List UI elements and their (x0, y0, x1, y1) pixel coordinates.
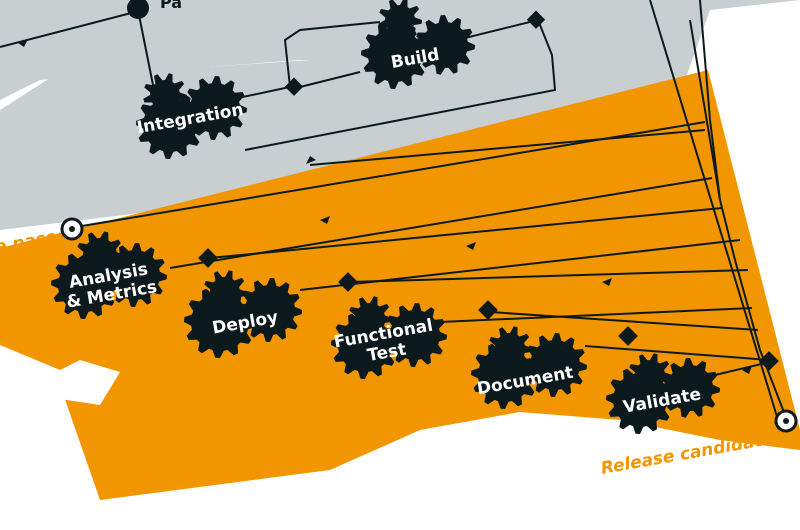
connectors (0, 0, 786, 421)
gear-icon (378, 0, 422, 42)
gear-icon (203, 270, 247, 314)
arrows (18, 39, 752, 374)
gear-icon (361, 21, 429, 89)
gray-band-upper (0, 0, 700, 100)
orange-band (0, 70, 800, 500)
stage-functional-test: FunctionalTest (331, 296, 447, 379)
stage-deploy: Deploy (184, 270, 302, 358)
gear-icon (523, 333, 587, 397)
gear-icon (628, 353, 672, 397)
gear-icon (415, 15, 475, 75)
gear-icon (143, 73, 187, 117)
stage-validate: Validate (606, 353, 720, 434)
stage-integration: Integration (135, 73, 247, 159)
gear-icon (383, 303, 447, 367)
top-cut-label: Pa (160, 0, 182, 12)
torn-edge-left (0, 345, 120, 405)
gear-icon (183, 76, 247, 140)
terminal-nodes (60, 0, 798, 433)
stage-document: Document (471, 326, 587, 409)
gear-icon (238, 278, 302, 342)
gear-icon (660, 358, 720, 418)
stage-analysis: Analysis& Metrics (51, 231, 167, 319)
gear-icon (488, 326, 532, 370)
gear-icon (76, 231, 124, 279)
decision-nodes (198, 10, 779, 371)
gear-icon (348, 296, 392, 340)
torn-edge (320, 412, 800, 530)
stage-build: Build (361, 0, 475, 89)
